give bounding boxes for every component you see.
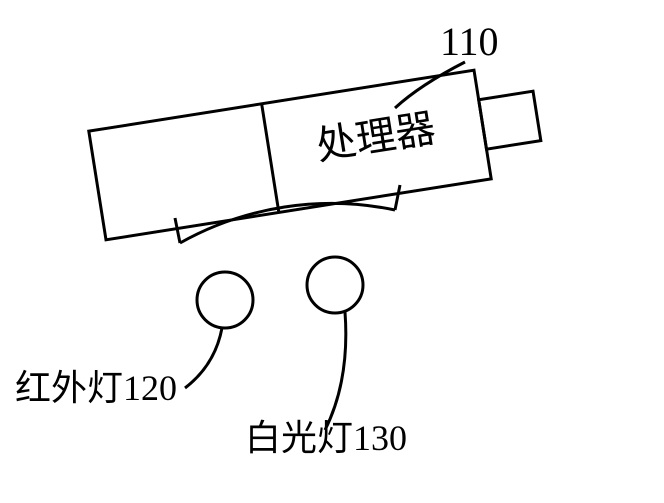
mount-cap-right [395, 185, 400, 210]
left-lamp [197, 272, 253, 328]
callout-leader-top [395, 62, 465, 108]
camera-divider [262, 104, 279, 213]
callout-label-left_lamp: 红外灯120 [15, 368, 177, 408]
camera-group: 处理器 [89, 62, 546, 240]
right-lamp [307, 257, 363, 313]
processor-label: 处理器 [313, 105, 439, 168]
callout-leader-left_lamp [185, 328, 222, 388]
camera-body [89, 70, 491, 240]
mount-cap-left [175, 218, 180, 243]
camera-lens [479, 91, 541, 149]
callout-leader-right_lamp [325, 312, 346, 430]
callout-label-top: 110 [440, 19, 499, 64]
callout-label-right_lamp: 白光灯130 [245, 418, 407, 458]
